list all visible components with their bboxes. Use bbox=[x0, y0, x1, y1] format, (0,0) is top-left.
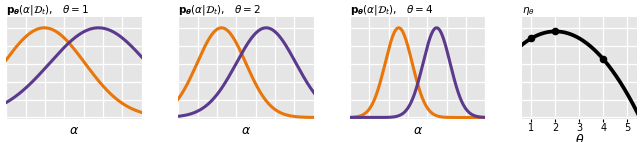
Text: $\mathbf{p}_{\boldsymbol{\theta}}(\alpha|\mathcal{D}_t)$,   $\theta=2$: $\mathbf{p}_{\boldsymbol{\theta}}(\alpha… bbox=[178, 3, 261, 17]
Point bbox=[598, 58, 609, 60]
X-axis label: $\alpha$: $\alpha$ bbox=[413, 124, 422, 137]
X-axis label: $\alpha$: $\alpha$ bbox=[69, 124, 79, 137]
Text: $\eta_{\theta}$: $\eta_{\theta}$ bbox=[522, 5, 534, 17]
Text: $\mathbf{p}_{\boldsymbol{\theta}}(\alpha|\mathcal{D}_t)$,   $\theta=1$: $\mathbf{p}_{\boldsymbol{\theta}}(\alpha… bbox=[6, 3, 89, 17]
Text: $\mathbf{p}_{\boldsymbol{\theta}}(\alpha|\mathcal{D}_t)$,   $\theta=4$: $\mathbf{p}_{\boldsymbol{\theta}}(\alpha… bbox=[350, 3, 433, 17]
Point bbox=[526, 37, 536, 39]
X-axis label: $\alpha$: $\alpha$ bbox=[241, 124, 251, 137]
Point bbox=[550, 30, 561, 33]
X-axis label: $\theta$: $\theta$ bbox=[575, 133, 584, 142]
